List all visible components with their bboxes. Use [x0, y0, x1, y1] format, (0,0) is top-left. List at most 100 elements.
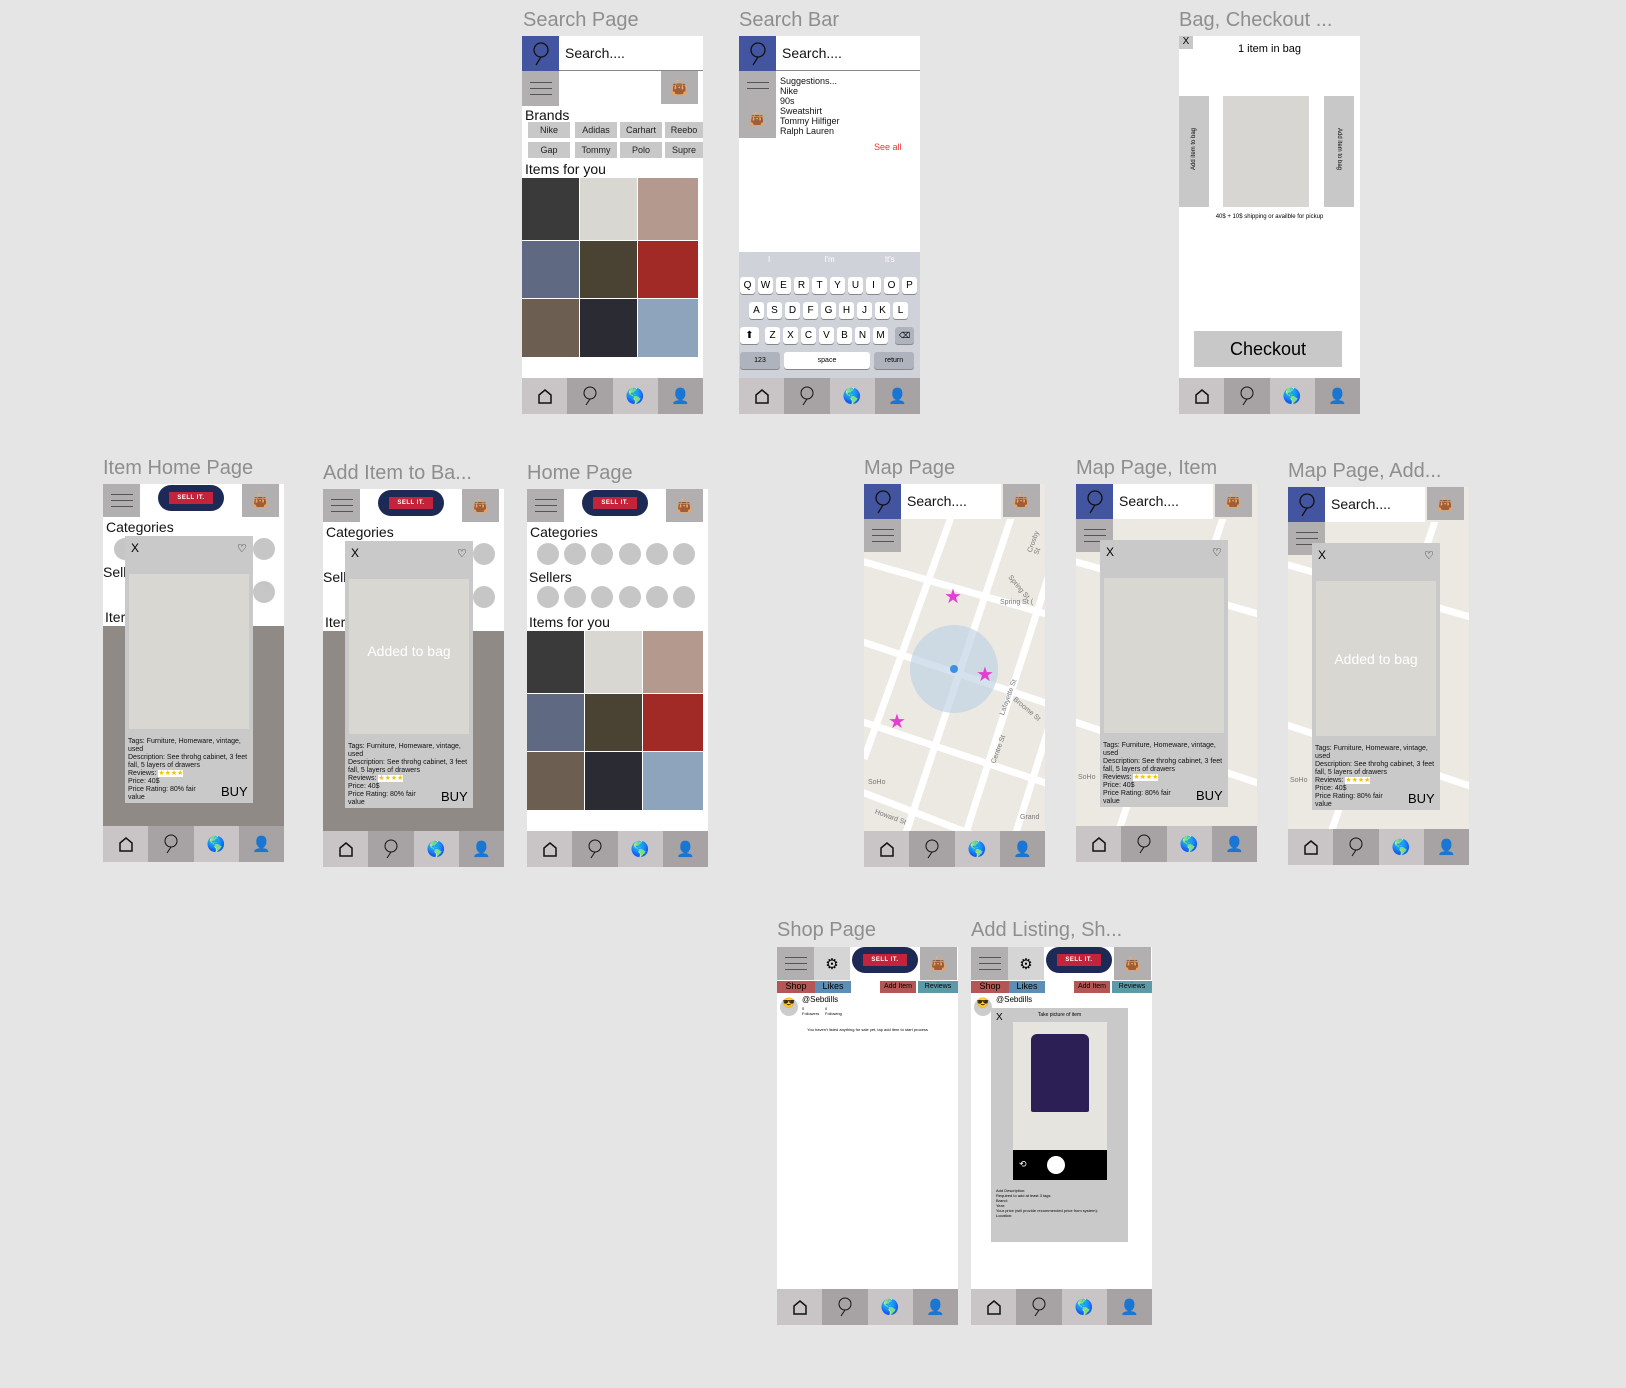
- bag-button[interactable]: 👜: [462, 489, 499, 522]
- search-button[interactable]: [522, 36, 559, 71]
- key[interactable]: O: [884, 277, 899, 294]
- tab-home[interactable]: [522, 378, 568, 414]
- buy-button[interactable]: BUY: [221, 784, 248, 799]
- key[interactable]: L: [893, 302, 908, 319]
- menu-button[interactable]: [527, 489, 564, 522]
- tab-profile[interactable]: 👤: [458, 831, 504, 867]
- item-tile-bra[interactable]: [522, 299, 579, 357]
- key[interactable]: B: [837, 327, 852, 344]
- tab-home[interactable]: [323, 831, 369, 867]
- key[interactable]: V: [819, 327, 834, 344]
- brand-chip[interactable]: Reebo: [665, 122, 703, 138]
- seller-bubble[interactable]: [619, 586, 641, 608]
- tab-likes[interactable]: Likes: [815, 981, 851, 993]
- heart-icon[interactable]: ♡: [1424, 550, 1434, 562]
- tab-globe[interactable]: 🌎: [867, 1289, 913, 1325]
- key[interactable]: U: [848, 277, 863, 294]
- category-bubble[interactable]: [253, 538, 275, 560]
- tab-profile[interactable]: 👤: [874, 378, 920, 414]
- close-button[interactable]: X: [1179, 36, 1193, 49]
- seller-bubble[interactable]: [537, 586, 559, 608]
- key[interactable]: T: [812, 277, 827, 294]
- add-item-button[interactable]: Add Item: [1074, 981, 1110, 993]
- category-bubble[interactable]: [564, 543, 586, 565]
- bag-button[interactable]: 👜: [242, 484, 279, 517]
- key[interactable]: R: [794, 277, 809, 294]
- menu-button[interactable]: [777, 947, 814, 980]
- star-icon[interactable]: ★: [944, 586, 962, 608]
- key[interactable]: K: [875, 302, 890, 319]
- bag-button[interactable]: 👜: [1215, 484, 1252, 517]
- shift-key[interactable]: ⬆: [740, 327, 759, 344]
- menu-button[interactable]: [522, 71, 559, 106]
- bag-button[interactable]: 👜: [1114, 947, 1151, 980]
- category-bubble[interactable]: [619, 543, 641, 565]
- key[interactable]: P: [902, 277, 917, 294]
- item-tile-drawers[interactable]: [585, 631, 642, 693]
- tab-profile[interactable]: 👤: [238, 826, 284, 862]
- tab-globe[interactable]: 🌎: [413, 831, 459, 867]
- menu-button[interactable]: [323, 489, 360, 522]
- add-left-panel[interactable]: Add item to bag: [1179, 96, 1209, 207]
- tab-home[interactable]: [777, 1289, 823, 1325]
- tab-search[interactable]: [1333, 829, 1379, 865]
- item-tile-blouse[interactable]: [580, 299, 637, 357]
- tab-home[interactable]: [971, 1289, 1017, 1325]
- form-line[interactable]: Your price (will provide recommended pri…: [996, 1208, 1098, 1213]
- tab-home[interactable]: [1076, 826, 1122, 862]
- bag-button[interactable]: 👜: [1427, 487, 1464, 520]
- search-button[interactable]: [1288, 487, 1325, 522]
- suggestion-item[interactable]: Nike: [780, 86, 799, 96]
- item-tile-sweater[interactable]: [522, 178, 579, 240]
- item-tile-sweater[interactable]: [527, 631, 584, 693]
- tab-home[interactable]: [1179, 378, 1225, 414]
- tab-globe[interactable]: 🌎: [1166, 826, 1212, 862]
- popup-close[interactable]: X: [131, 541, 140, 555]
- search-bar[interactable]: [901, 484, 1001, 519]
- brand-chip[interactable]: Adidas: [575, 122, 617, 138]
- tab-globe[interactable]: 🌎: [954, 831, 1000, 867]
- search-button[interactable]: [739, 36, 776, 71]
- bag-button[interactable]: 👜: [666, 489, 703, 522]
- item-tile-red-sweater[interactable]: [643, 694, 703, 751]
- form-line[interactable]: Add Description:: [996, 1188, 1026, 1193]
- key[interactable]: H: [839, 302, 854, 319]
- tab-home[interactable]: [739, 378, 785, 414]
- star-icon[interactable]: ★: [976, 664, 994, 686]
- suggestion-item[interactable]: Ralph Lauren: [780, 126, 835, 136]
- item-tile-shirt[interactable]: [527, 694, 584, 751]
- menu-button[interactable]: [971, 947, 1008, 980]
- key[interactable]: F: [803, 302, 818, 319]
- brand-chip[interactable]: Polo: [620, 142, 662, 158]
- key[interactable]: C: [801, 327, 816, 344]
- tab-search[interactable]: [1016, 1289, 1062, 1325]
- key[interactable]: M: [873, 327, 888, 344]
- key[interactable]: E: [776, 277, 791, 294]
- prediction[interactable]: I: [768, 255, 771, 264]
- prediction[interactable]: I'm: [824, 255, 835, 264]
- brand-chip[interactable]: Carhart: [620, 122, 662, 138]
- tab-profile[interactable]: 👤: [1211, 826, 1257, 862]
- popup-close[interactable]: X: [1106, 545, 1115, 559]
- seller-bubble[interactable]: [591, 586, 613, 608]
- numbers-key[interactable]: 123: [740, 352, 780, 369]
- brand-chip[interactable]: Tommy: [575, 142, 617, 158]
- category-bubble[interactable]: [537, 543, 559, 565]
- key[interactable]: W: [758, 277, 773, 294]
- tab-profile[interactable]: 👤: [912, 1289, 958, 1325]
- popup-close[interactable]: X: [1318, 548, 1327, 562]
- tab-search[interactable]: [572, 831, 618, 867]
- search-bar[interactable]: [1113, 484, 1213, 519]
- tab-reviews[interactable]: Reviews: [918, 981, 958, 993]
- key[interactable]: Y: [830, 277, 845, 294]
- tab-profile[interactable]: 👤: [657, 378, 703, 414]
- heart-icon[interactable]: ♡: [457, 548, 467, 560]
- tab-home[interactable]: [527, 831, 573, 867]
- key[interactable]: G: [821, 302, 836, 319]
- tab-search[interactable]: [909, 831, 955, 867]
- search-input[interactable]: Search....: [565, 45, 625, 61]
- return-key[interactable]: return: [874, 352, 914, 369]
- tab-profile[interactable]: 👤: [1423, 829, 1469, 865]
- tab-globe[interactable]: 🌎: [829, 378, 875, 414]
- item-tile-skirt[interactable]: [643, 752, 703, 810]
